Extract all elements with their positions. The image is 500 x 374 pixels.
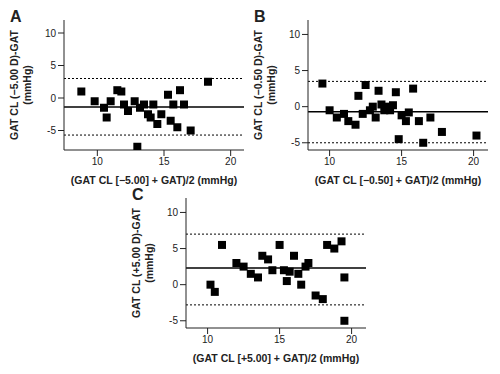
svg-text:10: 10 [324,156,336,167]
svg-text:10: 10 [202,334,214,345]
svg-text:15: 15 [158,156,170,167]
svg-text:20: 20 [225,156,237,167]
html-text:C: C [132,186,144,203]
svg-text:10: 10 [92,156,104,167]
svg-text:20: 20 [346,334,358,345]
html-text:A: A [10,8,22,25]
svg-text:5: 5 [294,65,300,76]
svg-text:5: 5 [172,243,178,254]
svg-text:(GAT CL [−5.00] + GAT)/2 (mmHg: (GAT CL [−5.00] + GAT)/2 (mmHg) [71,174,237,186]
svg-text:0: 0 [172,279,178,290]
svg-text:-5: -5 [291,137,300,148]
html-text:B: B [254,8,266,25]
svg-text:20: 20 [468,156,480,167]
svg-text:(GAT CL [−0.50] + GAT)/2 (mmHg: (GAT CL [−0.50] + GAT)/2 (mmHg) [315,174,481,186]
svg-text:GAT CL (−5.00 D)-GAT(mmHg): GAT CL (−5.00 D)-GAT(mmHg) [8,29,33,140]
svg-text:5: 5 [50,60,56,71]
svg-text:10: 10 [289,29,301,40]
svg-text:15: 15 [396,156,408,167]
svg-text:-5: -5 [47,125,56,136]
svg-text:(GAT CL [+5.00] + GAT)/2 (mmHg: (GAT CL [+5.00] + GAT)/2 (mmHg) [193,352,359,364]
svg-text:GAT CL (−0.50 D)-GAT(mmHg): GAT CL (−0.50 D)-GAT(mmHg) [252,29,277,140]
svg-text:15: 15 [274,334,286,345]
svg-text:-5: -5 [169,315,178,326]
svg-text:10: 10 [167,207,179,218]
svg-text:0: 0 [294,101,300,112]
svg-text:0: 0 [50,93,56,104]
svg-text:10: 10 [45,28,57,39]
svg-text:GAT CL (+5.00 D)-GAT(mmHg): GAT CL (+5.00 D)-GAT(mmHg) [130,207,155,318]
